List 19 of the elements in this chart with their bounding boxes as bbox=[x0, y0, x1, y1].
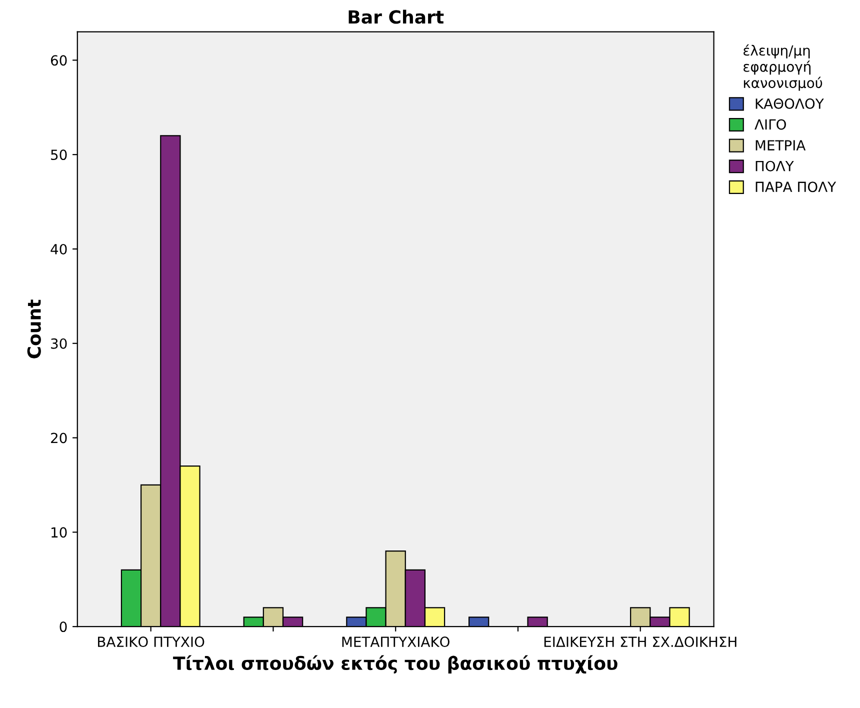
legend-label: ΠΑΡΑ ΠΟΛΥ bbox=[756, 182, 836, 192]
y-tick-label: 0 bbox=[60, 622, 67, 632]
legend-label: ΚΑΘΟΛΟΥ bbox=[756, 98, 824, 109]
chart-title: Bar Chart bbox=[348, 10, 444, 24]
legend-label: ΜΕΤΡΙΑ bbox=[756, 140, 806, 150]
x-tick-label: ΕΙΔΙΚΕΥΣΗ ΣΤΗ ΣΧ.ΔΟΙΚΗΣΗ bbox=[544, 636, 736, 648]
y-tick-label: 10 bbox=[52, 527, 67, 538]
legend-title: έλειψη/μη εφαρμογή κανονισμού bbox=[744, 44, 822, 91]
legend-label: ΛΙΓΟ bbox=[754, 119, 786, 130]
legend-label: ΠΟΛΥ bbox=[756, 160, 794, 172]
y-tick-label: 50 bbox=[51, 150, 67, 160]
x-axis-title: Τίτλοι σπουδών εκτός του βασικού πτυχίου bbox=[173, 655, 618, 674]
y-tick-label: 20 bbox=[51, 432, 67, 444]
y-axis-title: Count bbox=[27, 300, 41, 358]
y-tick-label: 30 bbox=[51, 338, 67, 349]
y-tick-label: 60 bbox=[50, 55, 67, 66]
x-tick-label: ΒΑΣΙΚΟ ΠΤΥΧΙΟ bbox=[98, 636, 204, 648]
x-tick-label: ΜΕΤΑΠΤΥΧΙΑΚΟ bbox=[342, 636, 450, 648]
y-tick-label: 40 bbox=[50, 244, 67, 254]
